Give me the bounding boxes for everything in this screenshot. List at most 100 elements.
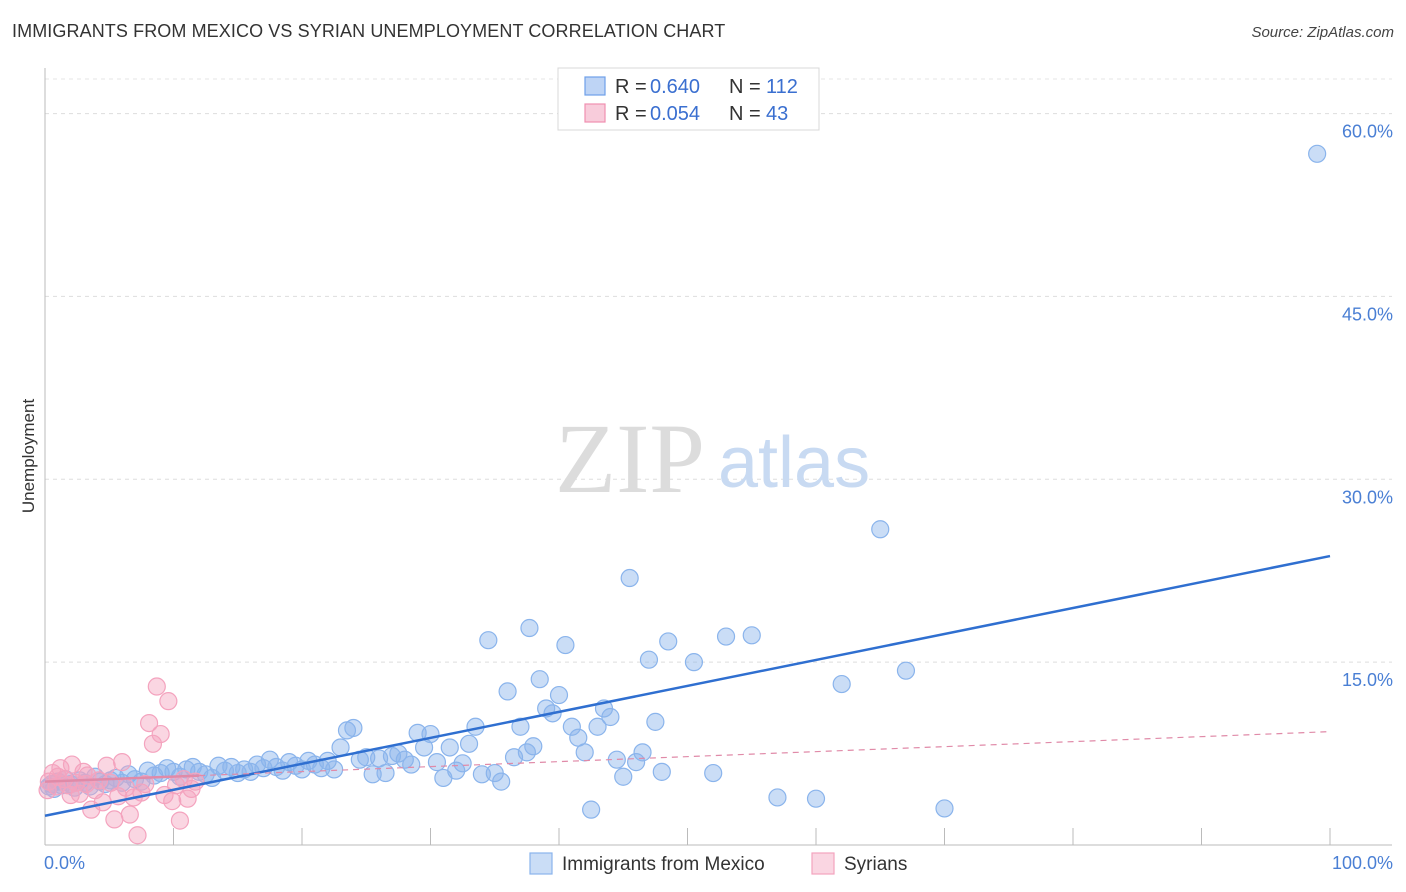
mexico-point	[652, 762, 671, 781]
mexico-point	[896, 661, 916, 680]
syrians-point	[170, 811, 190, 830]
syrians-point	[128, 826, 147, 845]
chart-title: IMMIGRANTS FROM MEXICO VS SYRIAN UNEMPLO…	[12, 21, 726, 41]
syrians-point	[112, 753, 132, 772]
mexico-point	[684, 653, 704, 672]
mexico-point	[472, 765, 491, 784]
legend-r-value: 0.054	[650, 103, 700, 125]
syrians-trend-solid	[44, 774, 200, 783]
legend-n-value: 43	[766, 103, 788, 125]
source-credit: Source: ZipAtlas.com	[1251, 24, 1394, 41]
watermark: ZIP atlas	[555, 403, 870, 514]
mexico-point	[427, 753, 447, 772]
syrians-point	[97, 756, 116, 775]
tick-labels: 15.0% 30.0% 45.0% 60.0% 0.0% 100.0% Unemployme…	[19, 122, 1393, 873]
watermark-atlas: atlas	[718, 423, 870, 503]
mexico-point	[530, 670, 549, 689]
mexico-point	[704, 763, 723, 783]
mexico-point	[716, 627, 736, 646]
syrians-point	[147, 677, 166, 696]
syrians-point	[151, 724, 170, 744]
mexico-point	[524, 737, 543, 756]
trend-lines	[44, 554, 1331, 817]
mexico-point	[588, 717, 607, 736]
mexico-point	[614, 767, 633, 786]
mexico-point	[562, 717, 581, 736]
mexico-point	[325, 760, 344, 779]
mexico-trend-line	[44, 554, 1331, 817]
watermark-zip: ZIP	[555, 403, 705, 514]
mexico-point	[498, 682, 517, 701]
mexico-point	[363, 765, 382, 784]
mexico-point	[871, 520, 890, 539]
syrians-point	[163, 792, 182, 811]
mexico-point	[582, 800, 601, 819]
y-axis-title: Unemployment	[19, 399, 38, 514]
mexico-point	[357, 748, 376, 767]
legend-swatch-syrians	[584, 103, 606, 123]
mexico-point	[639, 650, 659, 669]
x-tick-label-max: 100.0%	[1332, 853, 1393, 873]
mexico-point	[659, 632, 678, 651]
mexico-point	[447, 761, 466, 780]
legend-n-label: N =	[729, 103, 761, 125]
x-tick-label-min: 0.0%	[44, 853, 85, 873]
syrians-point	[159, 692, 178, 711]
legend-n-value: 112	[766, 76, 798, 98]
syrians-point	[139, 713, 159, 733]
mexico-point	[601, 707, 620, 727]
legend-r-label: R =	[615, 76, 647, 98]
mexico-point	[806, 789, 826, 808]
mexico-point	[459, 734, 479, 753]
syrians-point	[105, 810, 124, 829]
y-tick-label: 45.0%	[1342, 304, 1393, 324]
syrians-point	[77, 774, 96, 794]
legend-n-label: N =	[729, 76, 761, 98]
axes	[44, 68, 1392, 846]
syrians-point	[143, 734, 163, 753]
mexico-point	[575, 743, 594, 762]
bottom-legend-swatch-mexico	[529, 852, 553, 875]
mexico-point	[556, 635, 575, 655]
syrians-point	[120, 805, 139, 824]
series-legend: Immigrants from Mexico Syrians	[529, 852, 907, 875]
mexico-point	[453, 754, 472, 773]
legend-box	[557, 67, 820, 131]
bottom-legend-label-syrians: Syrians	[844, 854, 907, 875]
legend-r-label: R =	[615, 103, 647, 125]
y-tick-label: 15.0%	[1342, 670, 1393, 690]
mexico-point	[402, 755, 421, 774]
y-tick-label: 60.0%	[1342, 122, 1393, 142]
mexico-point	[633, 743, 652, 762]
mexico-point	[646, 712, 665, 731]
mexico-point	[376, 763, 395, 783]
mexico-point	[832, 674, 851, 694]
syrians-point	[136, 774, 155, 794]
bottom-legend-label-mexico: Immigrants from Mexico	[562, 854, 765, 875]
mexico-point	[511, 717, 530, 736]
mexico-point	[935, 799, 954, 818]
mexico-point	[331, 738, 350, 757]
syrians-point	[48, 767, 67, 786]
mexico-point	[742, 626, 761, 645]
syrians-trend-dashed	[199, 731, 1331, 777]
mexico-point	[1308, 144, 1327, 163]
mexico-point	[549, 685, 569, 705]
mexico-point	[768, 788, 787, 807]
syrians-point	[61, 785, 80, 805]
mexico-point	[520, 618, 539, 638]
mexico-point	[479, 631, 498, 650]
y-tick-label: 30.0%	[1342, 487, 1393, 507]
mexico-point	[492, 772, 511, 791]
grid-lines	[45, 78, 1392, 663]
mexico-point	[620, 568, 639, 588]
stats-legend: R = 0.640 N = 112 R = 0.054 N = 43	[557, 67, 820, 131]
legend-swatch-mexico	[584, 76, 606, 96]
legend-r-value: 0.640	[650, 76, 700, 98]
mexico-point	[440, 738, 459, 757]
syrians-point	[178, 789, 197, 808]
mexico-point	[260, 750, 279, 769]
mexico-point	[344, 718, 363, 738]
bottom-legend-swatch-syrians	[811, 852, 835, 875]
